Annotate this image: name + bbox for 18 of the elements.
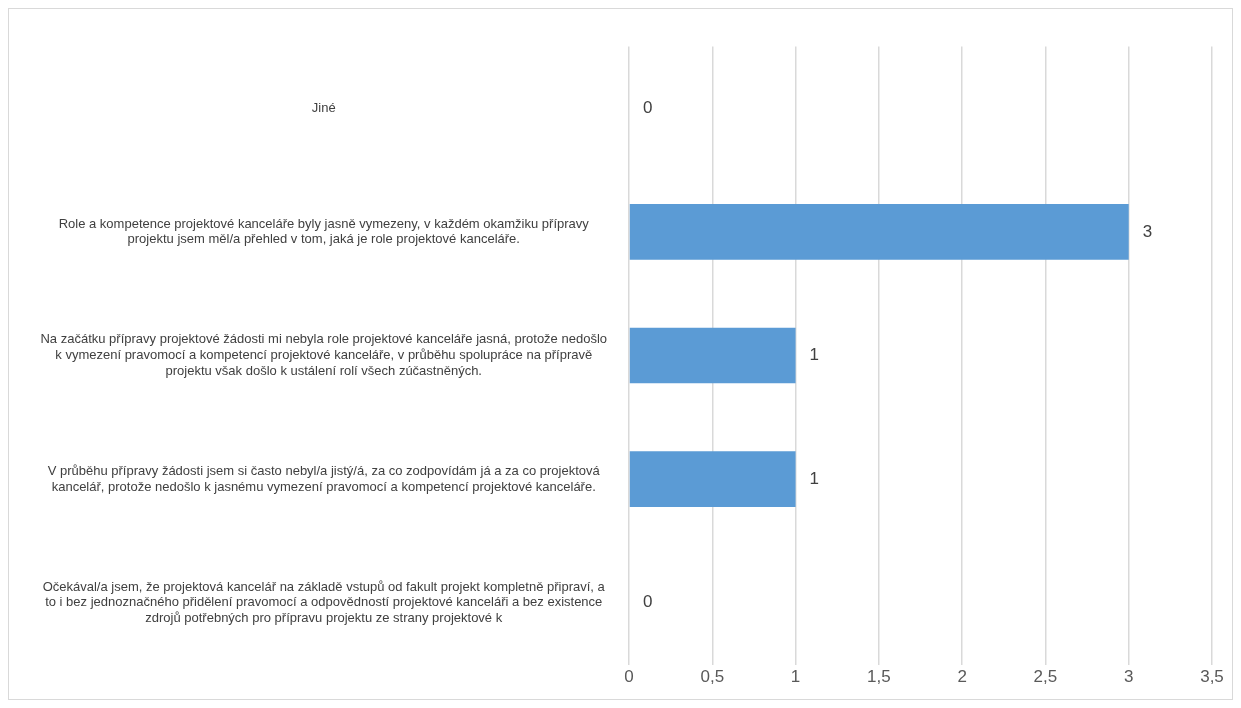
y-tick-label: V průběhu přípravy žádosti jsem si často nebyl/a jistý/á, za co zodpovídám já a za co projektová kancelář, protože nedošlo k jasnému vymezení pravomocí a kompetencí projektové kanceláře. — [47, 462, 601, 494]
y-tick-label: Na začátku přípravy projektové žádosti mi nebyla role projektové kanceláře jasná, protože nedošlo k vymezení pravomocí a kompetencí projektové kanceláře, v průběhu spolupráce na přípravě projektu však došlo k ustálení rolí všech zúčastněných. — [40, 331, 607, 378]
x-tick-label: 2,5 — [1033, 667, 1058, 687]
y-tick-label: Očekával/a jsem, že projektová kancelář na základě vstupů od fakult projekt kompletně připraví, a to i bez jednoznačného přidělení pravomocí a odpovědností projektové kanceláři a bez existence zdrojů potřebných pro přípravu projektu ze strany projektové k — [42, 578, 606, 625]
data-label: 1 — [809, 345, 820, 365]
x-tick-label: 1 — [790, 667, 801, 687]
x-tick-label: 0,5 — [700, 667, 725, 687]
x-tick-label: 3,5 — [1200, 667, 1224, 687]
data-label: 0 — [643, 592, 653, 612]
x-tick-label: 1,5 — [867, 667, 891, 687]
x-tick-label: 2 — [957, 667, 967, 687]
x-tick-label: 0 — [624, 667, 634, 687]
y-tick-label: Jiné — [311, 99, 336, 115]
y-tick-label: Role a kompetence projektové kanceláře byly jasně vymezeny, v každém okamžiku přípravy projektu jsem měl/a přehled v tom, jaká je role projektové kanceláře. — [58, 215, 590, 247]
data-label: 3 — [1142, 221, 1153, 241]
x-tick-label: 3 — [1123, 667, 1134, 687]
data-label: 0 — [643, 97, 653, 117]
data-label: 1 — [809, 468, 820, 488]
